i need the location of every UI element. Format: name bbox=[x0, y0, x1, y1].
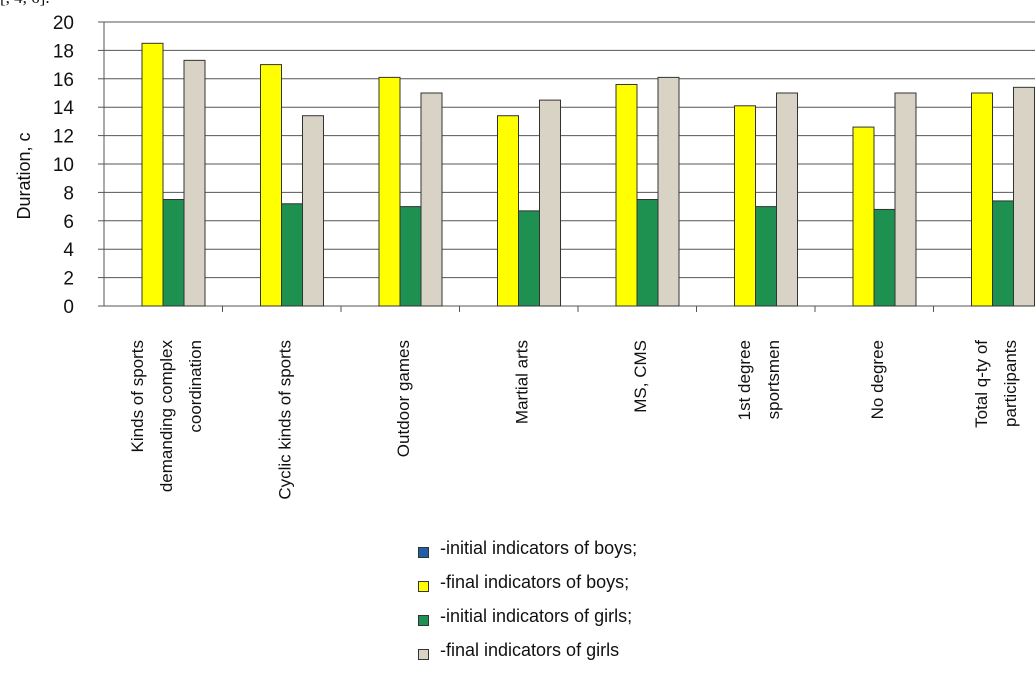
bar-initial-girls bbox=[162, 199, 185, 307]
header-text-fragment: [, 4, 6]. bbox=[0, 0, 50, 8]
bar-final-boys bbox=[141, 42, 164, 307]
legend-label: -initial indicators of boys; bbox=[440, 538, 638, 558]
x-category-label: Kinds of sports demanding complex coordina… bbox=[128, 340, 205, 493]
bar-initial-girls bbox=[281, 203, 303, 307]
legend-label: -final indicators of girls bbox=[440, 640, 620, 660]
bars bbox=[141, 42, 1035, 307]
bar-final-boys bbox=[497, 115, 519, 307]
legend-label: -final indicators of boys; bbox=[440, 572, 630, 592]
bar-final-girls bbox=[1013, 86, 1035, 307]
x-category-label: Cyclic kinds of sports bbox=[276, 340, 295, 500]
bar-final-boys bbox=[378, 76, 401, 307]
y-tick-label: 12 bbox=[53, 127, 74, 148]
y-axis-label: Duration, c bbox=[14, 132, 34, 219]
y-tick-label: 2 bbox=[63, 269, 74, 290]
bar-initial-girls bbox=[636, 199, 659, 307]
bar-final-girls bbox=[539, 99, 561, 307]
y-tick-label: 8 bbox=[63, 183, 74, 204]
y-tick-label: 16 bbox=[53, 70, 74, 91]
bar-final-girls bbox=[183, 59, 206, 307]
bar-final-boys bbox=[734, 105, 756, 307]
y-tick-label: 4 bbox=[63, 240, 74, 261]
bar-final-girls bbox=[302, 115, 324, 307]
bar-initial-girls bbox=[873, 208, 896, 307]
legend-swatch bbox=[418, 615, 429, 626]
legend-swatch bbox=[418, 547, 429, 558]
bar-initial-girls bbox=[399, 206, 422, 307]
y-tick-label: 10 bbox=[53, 155, 74, 176]
bar-final-boys bbox=[260, 64, 282, 307]
bar-final-girls bbox=[776, 92, 798, 307]
bar-final-girls bbox=[894, 92, 917, 307]
y-tick-label: 18 bbox=[53, 41, 74, 62]
labels: 0 2 4 6 8 10 12 14 16 18 20 Duration, c Kinds of spo… bbox=[14, 13, 1020, 500]
legend-swatch bbox=[418, 581, 429, 592]
legend-label: -initial indicators of girls; bbox=[440, 606, 633, 626]
bar-initial-girls bbox=[755, 206, 777, 307]
bar-initial-girls bbox=[992, 200, 1014, 307]
bar-final-girls bbox=[420, 92, 443, 307]
bar-final-girls bbox=[657, 76, 680, 307]
x-category-label: Total q-ty of participants bbox=[972, 340, 1020, 428]
bar-final-boys bbox=[615, 83, 638, 307]
bar-final-boys bbox=[971, 92, 993, 307]
y-tick-label: 0 bbox=[63, 297, 74, 318]
x-category-label: 1st degree sportsmen bbox=[735, 340, 783, 420]
bar-final-boys bbox=[852, 126, 875, 307]
x-category-label: MS, CMS bbox=[631, 340, 650, 413]
y-tick-label: 20 bbox=[53, 13, 74, 34]
bar-initial-girls bbox=[518, 210, 540, 307]
y-tick-label: 14 bbox=[53, 98, 75, 119]
y-tick-label: 6 bbox=[63, 212, 74, 233]
x-category-label: Outdoor games bbox=[394, 340, 413, 457]
x-category-label: No degree bbox=[868, 340, 887, 419]
legend-swatch bbox=[418, 649, 429, 660]
x-category-label: Martial arts bbox=[513, 340, 532, 424]
